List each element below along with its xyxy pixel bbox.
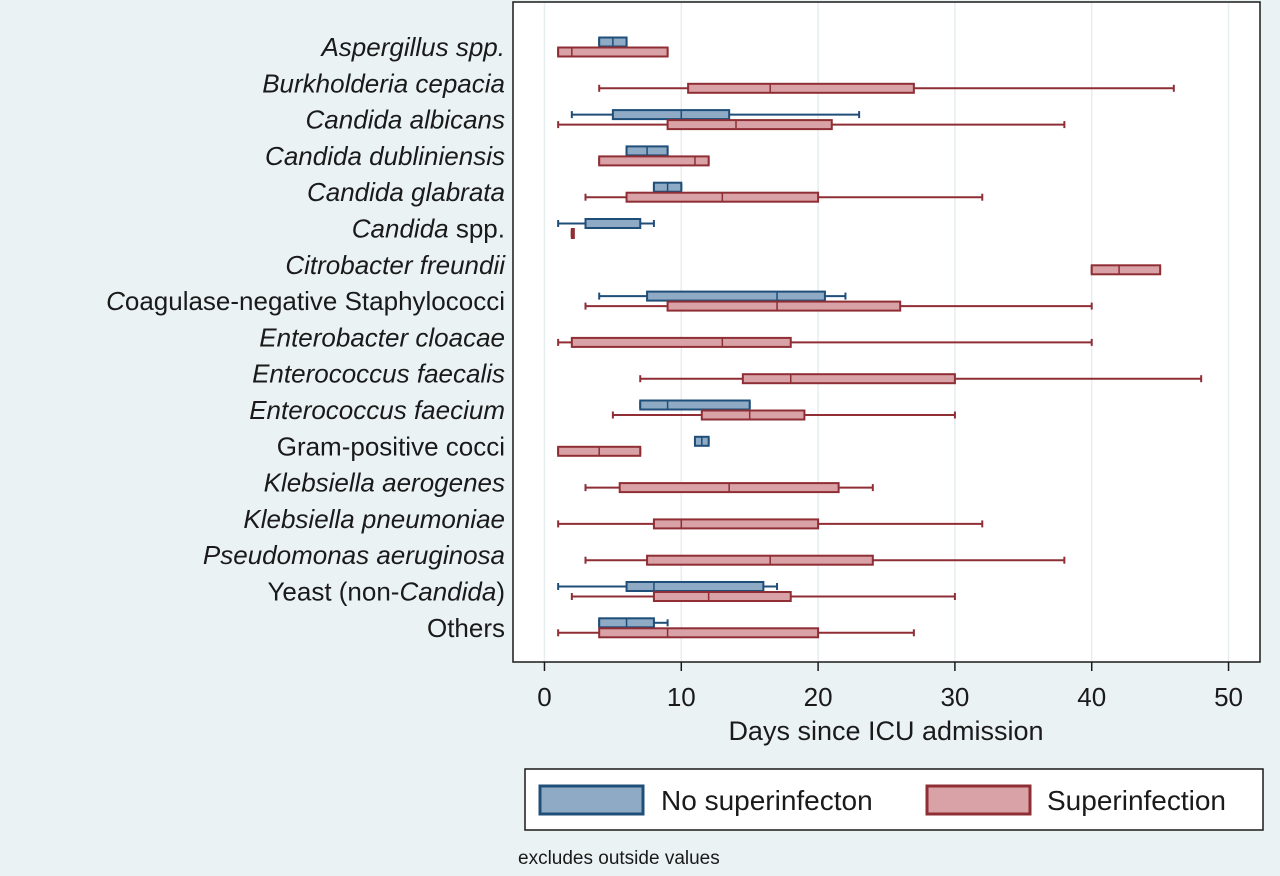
category-label: Citrobacter freundii [285, 250, 506, 280]
box-no-superinfection [693, 435, 710, 447]
iqr-box [646, 290, 826, 302]
box-no-superinfection [625, 145, 669, 157]
legend-label-superinfection: Superinfection [1047, 785, 1226, 816]
category-label: Candida spp. [352, 214, 505, 244]
box-no-superinfection [557, 218, 655, 229]
x-tick-label: 30 [940, 682, 969, 712]
iqr-box [584, 218, 642, 229]
category-label: Klebsiella pneumoniae [243, 504, 505, 534]
category-label: Pseudomonas aeruginosa [203, 540, 505, 570]
box-superinfection [584, 482, 874, 494]
iqr-box [1090, 264, 1162, 276]
iqr-box [687, 82, 915, 94]
x-axis-title: Days since ICU admission [728, 716, 1043, 746]
iqr-box [598, 627, 820, 639]
x-axis: 0 10 20 30 40 50 [537, 662, 1243, 712]
legend-swatch-no-superinfection [538, 784, 645, 816]
box-superinfection [639, 373, 1203, 385]
category-labels: Aspergillus spp. Burkholderia cepacia Cand… [106, 32, 506, 643]
iqr-box [666, 300, 902, 312]
category-label: Gram-positive cocci [277, 431, 505, 461]
x-tick-label: 10 [667, 682, 696, 712]
box-no-superinfection [652, 181, 683, 193]
box-superinfection [598, 82, 1175, 94]
category-label: Enterococcus faecium [249, 395, 505, 425]
iqr-box [652, 591, 792, 602]
box-superinfection [584, 554, 1066, 566]
category-label: Candida albicans [306, 105, 505, 135]
iqr-box [557, 46, 669, 58]
box-superinfection [557, 119, 1066, 131]
box-superinfection [1090, 264, 1162, 276]
box-superinfection [557, 445, 642, 457]
x-tick-label: 0 [537, 682, 551, 712]
category-label: Enterobacter cloacae [259, 322, 505, 352]
legend-label-no-superinfection: No superinfecton [661, 785, 873, 816]
iqr-box [646, 554, 874, 566]
category-label: Aspergillus spp. [319, 32, 505, 62]
category-label: Others [427, 613, 505, 643]
category-label: Candida dubliniensis [265, 141, 505, 171]
chart-note: excludes outside values [518, 848, 720, 869]
iqr-box [639, 399, 751, 411]
iqr-box [666, 119, 833, 131]
legend-swatch-superinfection [925, 784, 1032, 816]
box-no-superinfection [639, 399, 751, 411]
category-label: Burkholderia cepacia [262, 68, 505, 98]
box-no-superinfection [598, 36, 628, 48]
box-superinfection [570, 228, 575, 239]
box-superinfection [584, 300, 1093, 312]
boxes-layer [557, 36, 1203, 639]
x-tick-label: 20 [804, 682, 833, 712]
category-label: Candida glabrata [307, 177, 505, 207]
iqr-box [570, 336, 792, 348]
plot-area [512, 1, 1261, 663]
box-superinfection [557, 46, 669, 58]
box-superinfection [557, 336, 1093, 348]
category-label: Enterococcus faecalis [252, 359, 505, 389]
iqr-box [625, 581, 765, 592]
iqr-box [652, 518, 820, 530]
box-superinfection [557, 627, 915, 639]
box-superinfection [584, 191, 984, 203]
iqr-box [741, 373, 956, 385]
legend-frame [524, 768, 1264, 831]
box-superinfection [557, 518, 984, 530]
box-superinfection [611, 409, 956, 421]
x-tick-label: 40 [1077, 682, 1106, 712]
iqr-box [598, 155, 710, 167]
iqr-box [700, 409, 806, 421]
x-tick-label: 50 [1214, 682, 1243, 712]
legend: No superinfecton Superinfection [524, 768, 1264, 831]
box-superinfection [598, 155, 710, 167]
category-label: Klebsiella aerogenes [264, 468, 505, 498]
category-label: Coagulase-negative Staphylococci [106, 286, 505, 316]
box-no-superinfection [598, 617, 669, 629]
iqr-box [611, 109, 731, 121]
category-label: Yeast (non-Candida) [267, 577, 505, 607]
box-superinfection [570, 591, 956, 602]
